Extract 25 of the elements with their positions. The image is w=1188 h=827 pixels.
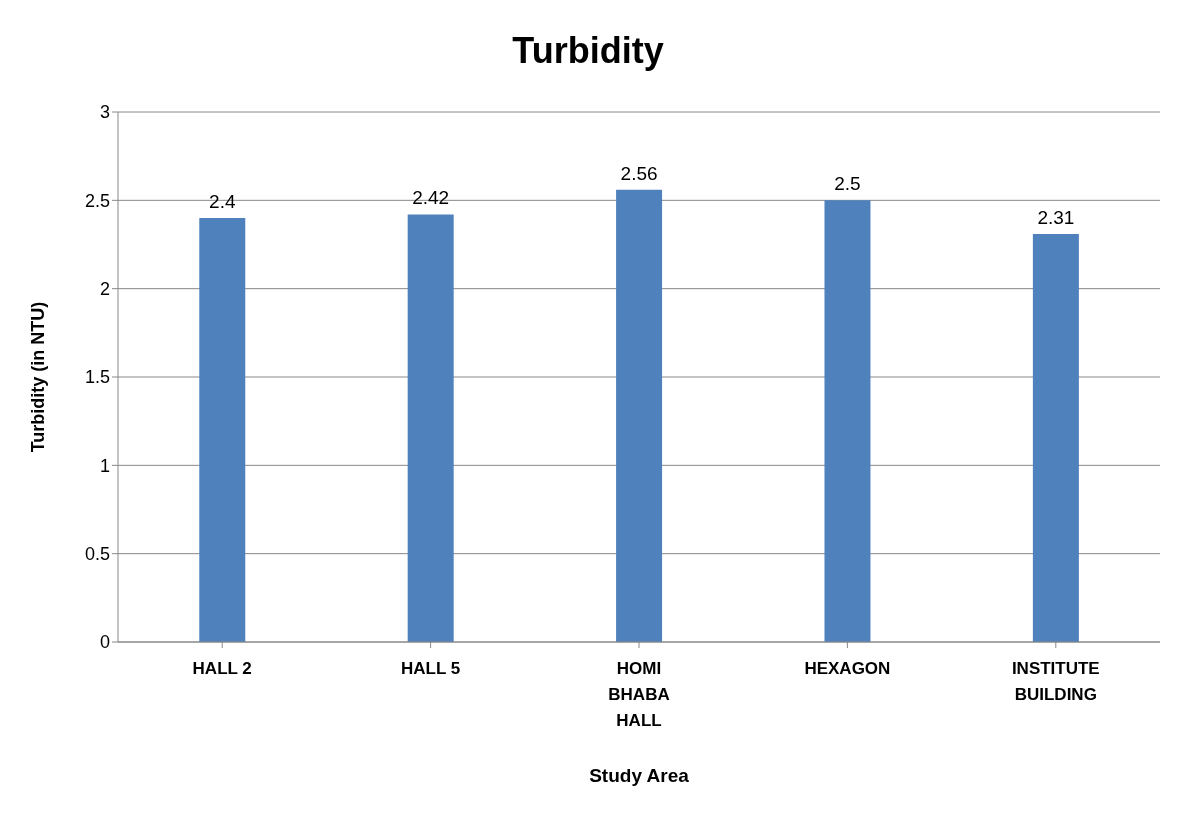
data-label: 2.42 <box>412 187 450 209</box>
y-axis-title: Turbidity (in NTU) <box>28 301 49 453</box>
data-label: 2.31 <box>1037 206 1075 228</box>
y-tick-label: 2 <box>99 279 110 300</box>
x-tick-label: INSTITUTE BUILDING <box>1011 659 1100 705</box>
x-tick-label: HALL 5 <box>401 659 461 679</box>
data-label: 2.4 <box>209 191 236 212</box>
bar <box>824 200 871 642</box>
x-axis-title: Study Area <box>589 765 690 786</box>
y-tick-label: 0.5 <box>84 544 110 565</box>
y-tick-label: 3 <box>99 102 110 123</box>
x-tick-label: HOMI BHABA HALL <box>608 659 670 731</box>
data-label: 2.56 <box>620 162 658 184</box>
bar <box>407 214 454 642</box>
y-tick-label: 1.5 <box>84 367 110 388</box>
y-tick-label: 0 <box>99 632 110 653</box>
x-tick-label: HEXAGON <box>804 659 891 679</box>
bar <box>616 189 663 642</box>
x-tick-label: HALL 2 <box>192 659 252 679</box>
chart-title: Turbidity <box>511 30 665 73</box>
bar <box>199 218 246 642</box>
bar <box>1032 233 1079 642</box>
y-tick-label: 2.5 <box>84 190 110 211</box>
data-label: 2.5 <box>834 173 861 195</box>
y-tick-label: 1 <box>99 455 110 476</box>
